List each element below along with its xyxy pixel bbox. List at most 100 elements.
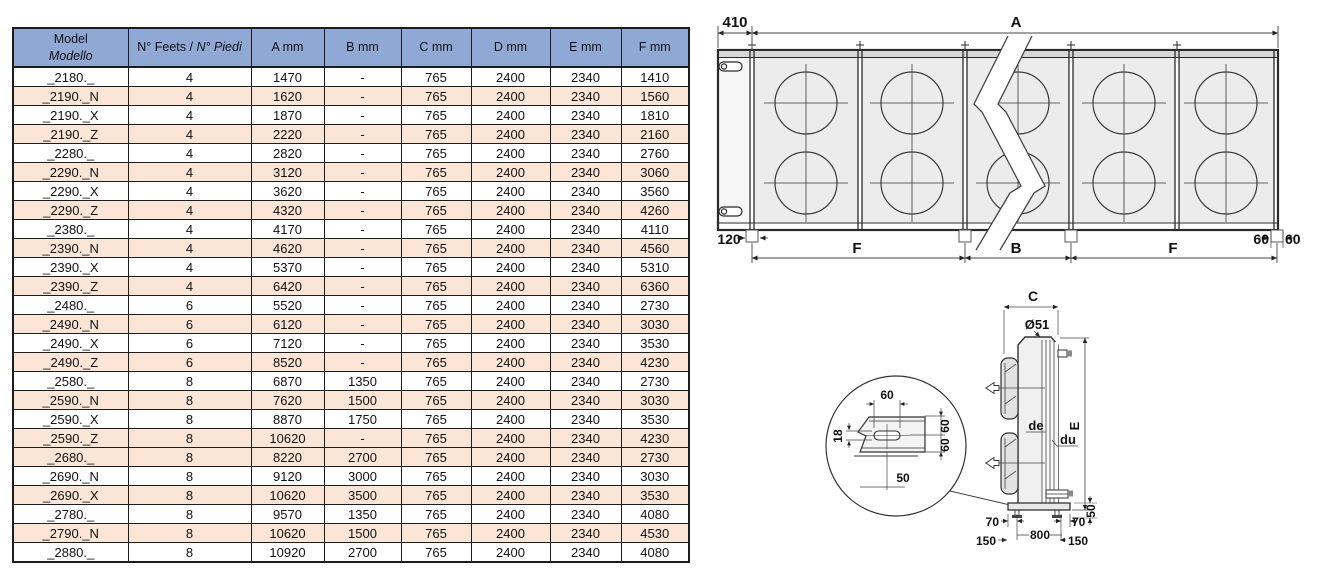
table-row: _2590._N 8 7620 1500 765 2400 2340 3030 bbox=[12, 390, 690, 410]
cell-feet: 8 bbox=[127, 542, 252, 563]
cell-f: 4230 bbox=[620, 428, 690, 448]
feet bbox=[745, 229, 1284, 243]
cell-b: - bbox=[323, 181, 402, 201]
cell-a: 1620 bbox=[250, 86, 325, 106]
cell-c: 765 bbox=[400, 162, 472, 182]
cell-f: 1560 bbox=[620, 86, 690, 106]
cell-e: 2340 bbox=[549, 390, 622, 410]
cell-feet: 8 bbox=[127, 447, 252, 467]
cell-b: - bbox=[323, 86, 402, 106]
cell-b: - bbox=[323, 428, 402, 448]
cell-e: 2340 bbox=[549, 504, 622, 524]
table-row: _2190._N 4 1620-765 2400 2340 1560 bbox=[12, 86, 690, 106]
cell-e: 2340 bbox=[549, 143, 622, 163]
model-label-en: Model bbox=[53, 32, 88, 47]
table-row: _2880._ 8 10920 2700 765 2400 2340 4080 bbox=[12, 542, 690, 563]
cell-d: 2400 bbox=[470, 276, 551, 296]
cell-f: 2730 bbox=[620, 447, 690, 467]
cell-feet: 4 bbox=[127, 105, 252, 125]
table-row: _2690._X 8 10620 3500 765 2400 2340 3530 bbox=[12, 485, 690, 505]
table-row: _2680._ 8 8220 2700 765 2400 2340 2730 bbox=[12, 447, 690, 467]
cell-b: 1350 bbox=[323, 504, 402, 524]
detail-60-right-lower-label: 60 bbox=[938, 438, 952, 452]
cell-e: 2340 bbox=[549, 124, 622, 144]
cell-a: 10620 bbox=[250, 485, 325, 505]
fan-shrouds bbox=[1000, 357, 1019, 495]
cell-d: 2400 bbox=[470, 447, 551, 467]
cell-f: 6360 bbox=[620, 276, 690, 296]
dim-f-left-label: F bbox=[852, 240, 861, 257]
dim-f-right-label: F bbox=[1168, 240, 1177, 257]
cell-model: _2190._Z bbox=[12, 124, 129, 144]
cell-c: 765 bbox=[400, 523, 472, 543]
dim-50-base-label: 50 bbox=[1084, 504, 1098, 518]
cell-model: _2290._N bbox=[12, 162, 129, 182]
table-row: _2490._N 6 6120-765 2400 2340 3030 bbox=[12, 314, 690, 334]
cell-b: - bbox=[323, 143, 402, 163]
cell-c: 765 bbox=[400, 542, 472, 563]
cell-model: _2190._X bbox=[12, 105, 129, 125]
dim-b-label: B bbox=[1011, 240, 1022, 257]
cell-f: 3060 bbox=[620, 162, 690, 182]
cell-a: 1870 bbox=[250, 105, 325, 125]
cell-b: - bbox=[323, 200, 402, 220]
label-du: du bbox=[1060, 432, 1076, 447]
cell-d: 2400 bbox=[470, 257, 551, 277]
cell-model: _2780._ bbox=[12, 504, 129, 524]
cell-c: 765 bbox=[400, 428, 472, 448]
cell-d: 2400 bbox=[470, 238, 551, 258]
cell-model: _2480._ bbox=[12, 295, 129, 315]
table-body: _2180._ 4 1470-765 2400 2340 1410 _2190._N 4 162… bbox=[12, 66, 690, 563]
cell-a: 3120 bbox=[250, 162, 325, 182]
cell-a: 9570 bbox=[250, 504, 325, 524]
side-dimension-labels: C Ø51 E de du 50 70 70 800 150 150 bbox=[976, 288, 1098, 548]
dim-410-label: 410 bbox=[722, 14, 747, 31]
cell-feet: 8 bbox=[127, 390, 252, 410]
side-unit-body bbox=[985, 336, 1073, 518]
cell-a: 7620 bbox=[250, 390, 325, 410]
cell-e: 2340 bbox=[549, 219, 622, 239]
cell-feet: 4 bbox=[127, 143, 252, 163]
cell-f: 3030 bbox=[620, 390, 690, 410]
dimensions-table: Model Modello N° Feets / N° Piedi A mm B… bbox=[12, 27, 690, 563]
cell-model: _2280._ bbox=[12, 143, 129, 163]
dim-60-right-label: 60 bbox=[1285, 231, 1301, 247]
cell-feet: 8 bbox=[127, 428, 252, 448]
front-dimensions bbox=[717, 26, 1295, 263]
cell-e: 2340 bbox=[549, 238, 622, 258]
cell-a: 9120 bbox=[250, 466, 325, 486]
cell-c: 765 bbox=[400, 181, 472, 201]
side-dimensions bbox=[998, 304, 1097, 543]
cell-a: 4620 bbox=[250, 238, 325, 258]
detail-60-right-upper-label: 60 bbox=[938, 419, 952, 433]
cell-model: _2690._X bbox=[12, 485, 129, 505]
cell-f: 2160 bbox=[620, 124, 690, 144]
cell-f: 4560 bbox=[620, 238, 690, 258]
cell-f: 3030 bbox=[620, 314, 690, 334]
coil-lines bbox=[1041, 340, 1055, 504]
airflow-arrow-top bbox=[985, 381, 1000, 395]
side-view-drawing: 60 18 60 60 50 bbox=[825, 288, 1098, 548]
cell-d: 2400 bbox=[470, 466, 551, 486]
detail-60-top-label: 60 bbox=[880, 388, 894, 402]
cell-a: 6120 bbox=[250, 314, 325, 334]
dim-70-left-label: 70 bbox=[986, 515, 1000, 529]
cell-d: 2400 bbox=[470, 409, 551, 429]
cell-b: 1350 bbox=[323, 371, 402, 391]
cell-c: 765 bbox=[400, 295, 472, 315]
cell-model: _2290._Z bbox=[12, 200, 129, 220]
cell-a: 5370 bbox=[250, 257, 325, 277]
cell-e: 2340 bbox=[549, 447, 622, 467]
col-header-e: E mm bbox=[549, 27, 622, 68]
cell-model: _2390._X bbox=[12, 257, 129, 277]
table-row: _2280._ 4 2820-765 2400 2340 2760 bbox=[12, 143, 690, 163]
cell-f: 4110 bbox=[620, 219, 690, 239]
cell-model: _2390._Z bbox=[12, 276, 129, 296]
cell-f: 2730 bbox=[620, 371, 690, 391]
cell-e: 2340 bbox=[549, 466, 622, 486]
cell-c: 765 bbox=[400, 390, 472, 410]
front-view-drawing: 410 A 120 F B F 60 60 bbox=[716, 14, 1301, 263]
cell-f: 3530 bbox=[620, 485, 690, 505]
cell-model: _2580._ bbox=[12, 371, 129, 391]
cell-feet: 6 bbox=[127, 352, 252, 372]
